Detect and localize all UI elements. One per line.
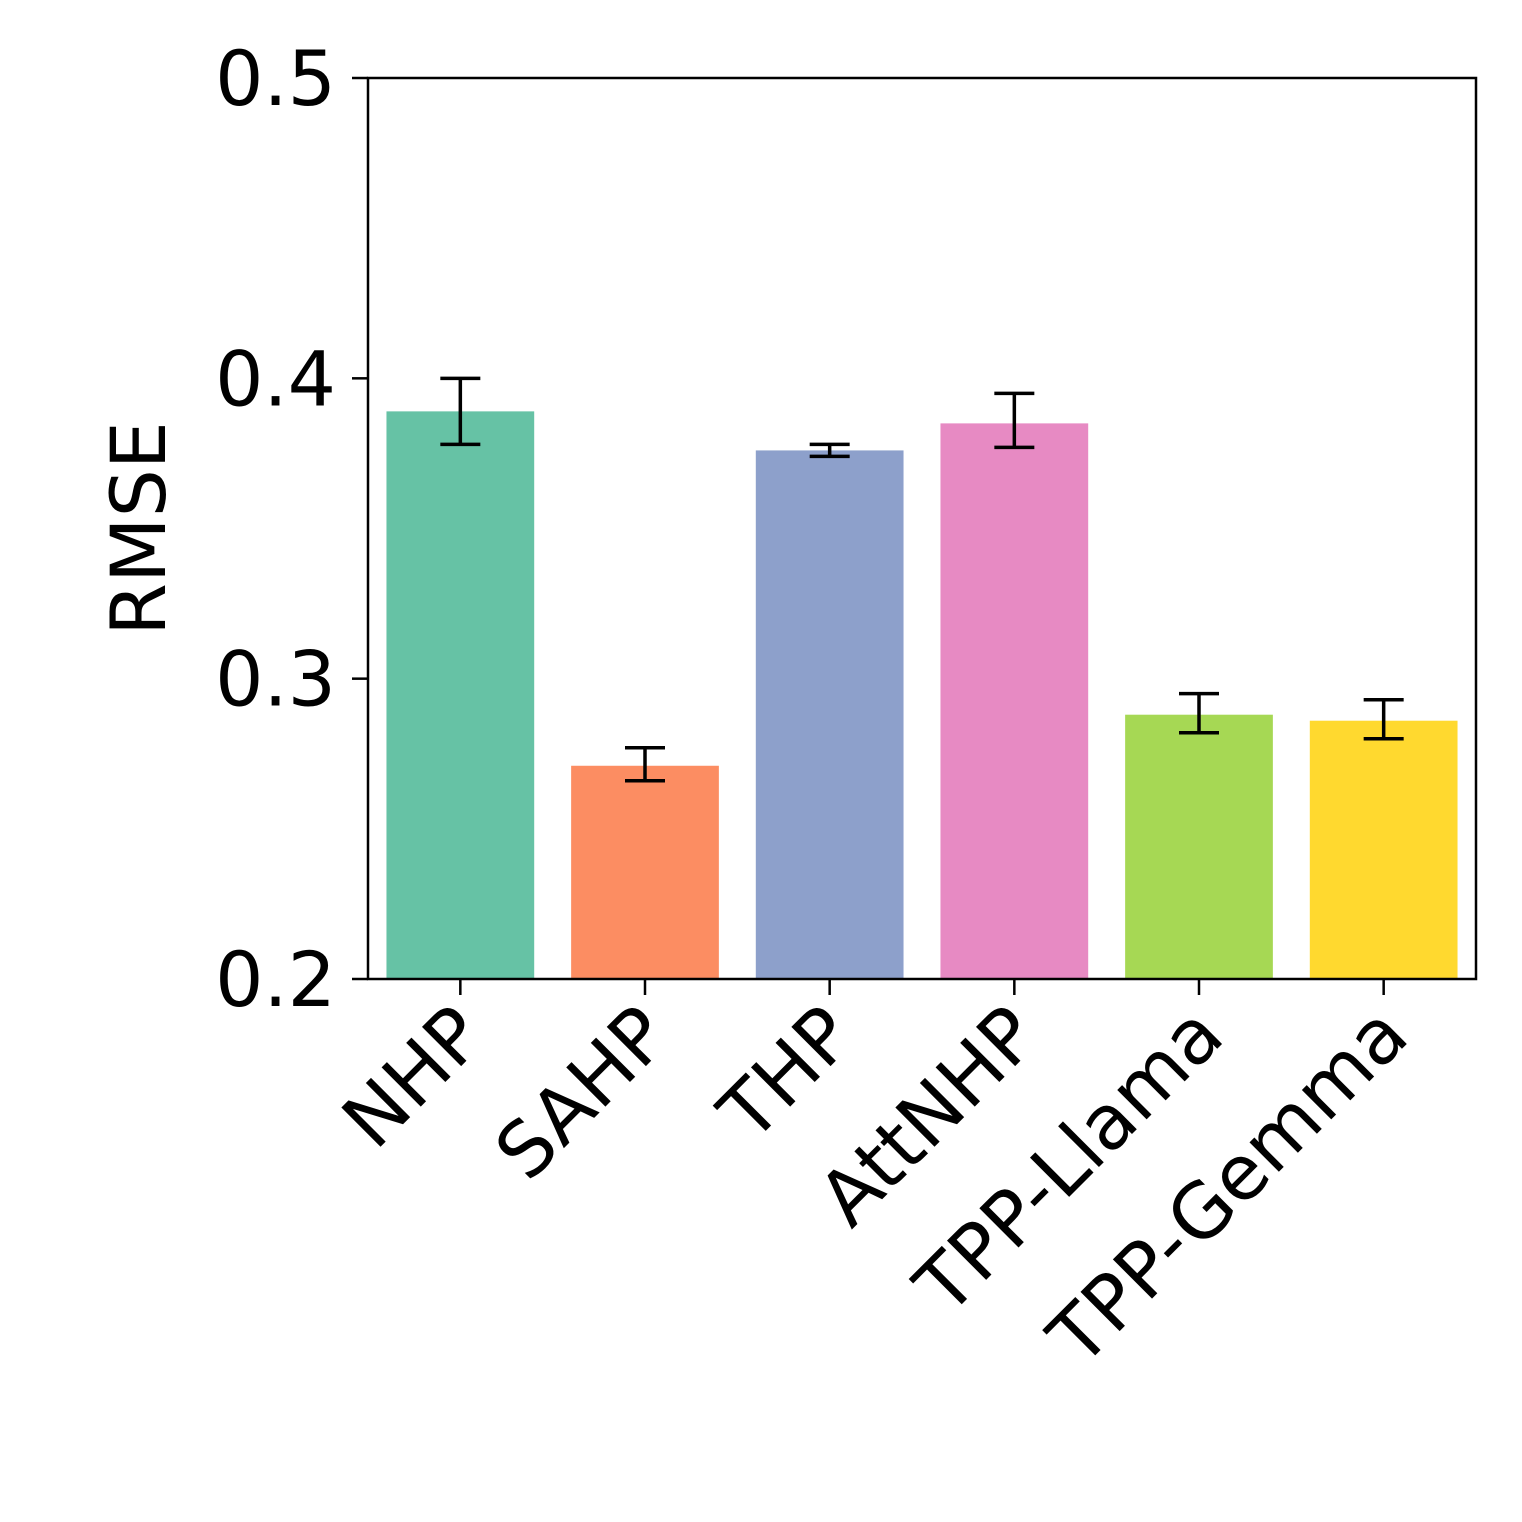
x-tick-label: SAHP xyxy=(478,989,686,1197)
bar-sahp xyxy=(571,765,719,979)
y-tick-label: 0.3 xyxy=(215,635,336,724)
y-tick-label: 0.2 xyxy=(215,935,336,1024)
y-tick-label: 0.5 xyxy=(215,34,336,123)
plot-frame xyxy=(366,76,1478,981)
bar-thp xyxy=(755,450,904,979)
error-bars-layer xyxy=(440,376,1404,783)
bar-tpp-gemma xyxy=(1309,720,1458,979)
y-tick-label: 0.4 xyxy=(215,334,336,423)
bar-tpp-llama xyxy=(1125,714,1273,979)
x-tick-label: THP xyxy=(701,989,870,1158)
bars-layer xyxy=(386,411,1458,980)
bar-attnhp xyxy=(940,423,1089,980)
y-axis: 0.2 0.3 0.4 0.5 xyxy=(215,34,368,1024)
x-tick-label: NHP xyxy=(325,989,501,1165)
bar-nhp xyxy=(386,411,535,979)
y-axis-label: RMSE xyxy=(94,421,183,636)
